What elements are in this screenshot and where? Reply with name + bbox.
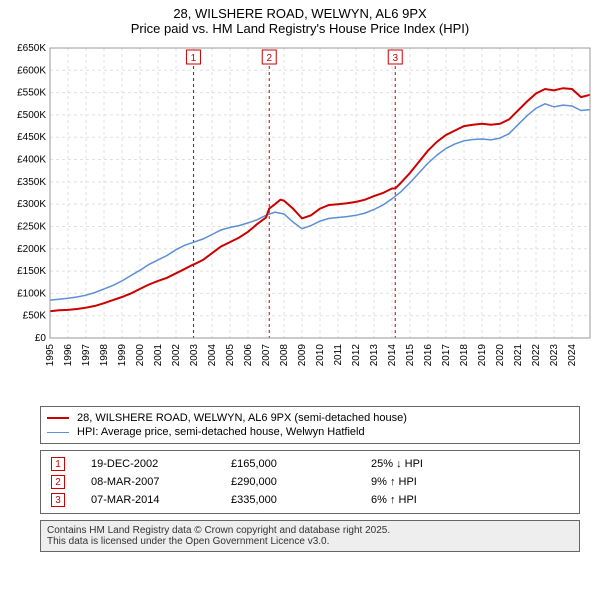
- x-axis-label: 2019: [477, 344, 488, 367]
- event-marker-number: 3: [392, 53, 398, 64]
- x-axis-label: 2006: [243, 344, 254, 367]
- event-delta: 6% ↑ HPI: [367, 491, 573, 509]
- legend-row: 28, WILSHERE ROAD, WELWYN, AL6 9PX (semi…: [47, 411, 573, 425]
- x-axis-label: 2017: [441, 344, 452, 367]
- y-axis-label: £250K: [17, 221, 46, 232]
- events-table: 1 19-DEC-2002£165,00025% ↓ HPI 2 08-MAR-200…: [47, 455, 573, 509]
- y-axis-label: £0: [35, 333, 47, 344]
- legend-label: 28, WILSHERE ROAD, WELWYN, AL6 9PX (semi…: [77, 412, 407, 424]
- legend-swatch: [47, 432, 69, 433]
- footer-box: Contains HM Land Registry data © Crown c…: [40, 520, 580, 552]
- chart-area: £0 £50K £100K £150K £200K £250K £300K £350K £400…: [0, 38, 600, 398]
- x-axis-label: 2020: [495, 344, 506, 367]
- event-row-marker: 2: [51, 475, 65, 489]
- event-date: 07-MAR-2014: [87, 491, 227, 509]
- event-delta: 25% ↓ HPI: [367, 455, 573, 473]
- y-axis-label: £650K: [17, 43, 46, 54]
- chart-container: 28, WILSHERE ROAD, WELWYN, AL6 9PX Price…: [0, 0, 600, 590]
- event-row: 3 07-MAR-2014£335,0006% ↑ HPI: [47, 491, 573, 509]
- legend-row: HPI: Average price, semi-detached house,…: [47, 425, 573, 439]
- y-axis-label: £100K: [17, 288, 46, 299]
- footer-line-2: This data is licensed under the Open Gov…: [47, 536, 573, 547]
- y-axis-label: £150K: [17, 266, 46, 277]
- y-axis-label: £500K: [17, 110, 46, 121]
- x-axis-label: 2018: [459, 344, 470, 367]
- y-axis-label: £350K: [17, 177, 46, 188]
- x-axis-label: 2010: [315, 344, 326, 367]
- event-row-marker: 1: [51, 457, 65, 471]
- footer-line-1: Contains HM Land Registry data © Crown c…: [47, 525, 573, 536]
- y-axis-label: £550K: [17, 88, 46, 99]
- legend-box: 28, WILSHERE ROAD, WELWYN, AL6 9PX (semi…: [40, 406, 580, 444]
- event-date: 19-DEC-2002: [87, 455, 227, 473]
- y-axis-label: £300K: [17, 199, 46, 210]
- x-axis-label: 2003: [189, 344, 200, 367]
- event-row-marker: 3: [51, 493, 65, 507]
- line-chart-svg: £0 £50K £100K £150K £200K £250K £300K £350K £400…: [0, 38, 600, 398]
- x-axis-label: 2002: [171, 344, 182, 367]
- x-axis-label: 2022: [531, 344, 542, 367]
- event-price: £165,000: [227, 455, 367, 473]
- event-delta: 9% ↑ HPI: [367, 473, 573, 491]
- x-axis-label: 2014: [387, 344, 398, 367]
- x-axis-label: 2007: [261, 344, 272, 367]
- x-axis-label: 2005: [225, 344, 236, 367]
- x-axis-label: 2000: [135, 344, 146, 367]
- y-axis-label: £600K: [17, 65, 46, 76]
- y-axis-label: £450K: [17, 132, 46, 143]
- event-row: 2 08-MAR-2007£290,0009% ↑ HPI: [47, 473, 573, 491]
- x-axis-label: 2012: [351, 344, 362, 367]
- y-axis-label: £50K: [23, 311, 47, 322]
- event-marker-number: 1: [191, 53, 197, 64]
- legend-swatch: [47, 417, 69, 419]
- x-axis-label: 2021: [513, 344, 524, 367]
- x-axis-label: 2011: [333, 344, 344, 366]
- x-axis-label: 2004: [207, 344, 218, 367]
- y-axis-label: £200K: [17, 244, 46, 255]
- x-axis-label: 2008: [279, 344, 290, 367]
- x-axis-label: 2009: [297, 344, 308, 367]
- x-axis-label: 1995: [45, 344, 56, 367]
- x-axis-label: 1998: [99, 344, 110, 367]
- x-axis-label: 2023: [549, 344, 560, 367]
- event-price: £335,000: [227, 491, 367, 509]
- events-box: 1 19-DEC-2002£165,00025% ↓ HPI 2 08-MAR-200…: [40, 450, 580, 514]
- x-axis-label: 2001: [153, 344, 164, 367]
- event-row: 1 19-DEC-2002£165,00025% ↓ HPI: [47, 455, 573, 473]
- x-axis-label: 1997: [81, 344, 92, 367]
- y-axis-label: £400K: [17, 155, 46, 166]
- x-axis-label: 2015: [405, 344, 416, 367]
- event-marker-number: 2: [266, 53, 272, 64]
- title-line-2: Price paid vs. HM Land Registry's House …: [0, 21, 600, 36]
- title-line-1: 28, WILSHERE ROAD, WELWYN, AL6 9PX: [0, 6, 600, 21]
- x-axis-label: 2016: [423, 344, 434, 367]
- event-date: 08-MAR-2007: [87, 473, 227, 491]
- x-axis-label: 2024: [567, 344, 578, 367]
- title-block: 28, WILSHERE ROAD, WELWYN, AL6 9PX Price…: [0, 0, 600, 38]
- x-axis-label: 1996: [63, 344, 74, 367]
- x-axis-label: 2013: [369, 344, 380, 367]
- x-axis-label: 1999: [117, 344, 128, 367]
- event-price: £290,000: [227, 473, 367, 491]
- legend-label: HPI: Average price, semi-detached house,…: [77, 426, 365, 438]
